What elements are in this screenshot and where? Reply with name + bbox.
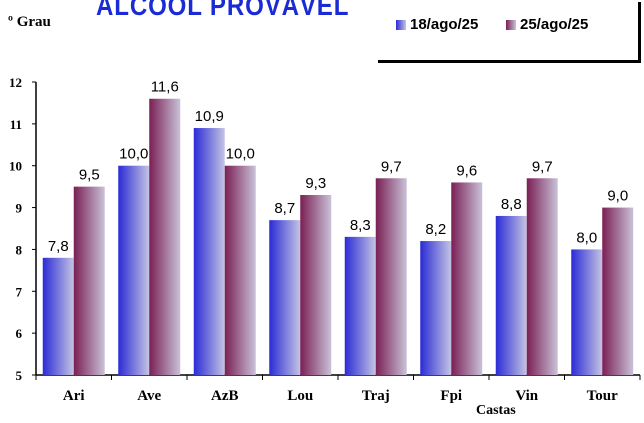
y-tick-label: 12 [9, 75, 22, 90]
data-label-series-2: 9,6 [456, 162, 477, 179]
data-label-series-1: 8,7 [274, 200, 295, 217]
y-tick-label: 11 [10, 117, 22, 132]
data-label-series-2: 9,7 [532, 158, 553, 175]
data-label-series-1: 8,3 [350, 217, 371, 234]
bar-series-2 [375, 178, 407, 375]
data-label-series-1: 7,8 [48, 238, 69, 255]
bar-series-2 [451, 182, 483, 375]
bar-series-2 [300, 195, 332, 375]
x-tick-label: AzB [211, 388, 239, 404]
bar-series-2 [224, 165, 256, 375]
bar-series-1 [495, 215, 527, 375]
legend-item-series-1: 18/ago/25 [396, 16, 478, 33]
bar-series-2 [149, 98, 181, 375]
data-label-series-1: 10,0 [119, 146, 148, 163]
y-axis-label: º Grau [8, 14, 51, 30]
x-tick-label: Fpi [440, 388, 462, 404]
bar-series-2 [526, 178, 558, 375]
legend-item-series-2: 25/ago/25 [506, 16, 588, 33]
data-label-series-1: 10,9 [195, 108, 224, 125]
legend-swatch-series-1 [396, 19, 406, 30]
legend-label-series-1: 18/ago/25 [410, 16, 479, 33]
y-tick-label: 5 [16, 368, 23, 383]
chart-title: ÁLCOOL PROVÁVEL [96, 0, 350, 21]
bar-series-1 [571, 249, 603, 375]
data-label-series-2: 10,0 [226, 146, 255, 163]
x-tick-label: Traj [362, 388, 390, 404]
legend-label-series-2: 25/ago/25 [520, 16, 589, 33]
bar-series-2 [73, 186, 105, 375]
y-tick-label: 7 [16, 284, 23, 299]
data-label-series-1: 8,8 [501, 196, 522, 213]
x-tick-label: Vin [515, 388, 538, 404]
y-tick-label: 6 [16, 326, 23, 341]
data-label-series-2: 9,5 [79, 167, 100, 184]
data-label-series-2: 9,0 [607, 188, 628, 205]
bar-series-1 [420, 241, 452, 375]
x-tick-label: Tour [587, 388, 618, 404]
y-tick-label: 9 [16, 201, 23, 216]
bar-series-1 [344, 236, 376, 375]
x-axis-label: Castas [476, 403, 516, 418]
bar-series-1 [42, 257, 74, 375]
bar-series-2 [602, 207, 634, 375]
data-label-series-1: 8,0 [576, 229, 597, 246]
x-tick-label: Lou [287, 388, 313, 404]
x-tick-label: Ave [137, 388, 161, 404]
bar-series-1 [118, 165, 150, 375]
y-tick-label: 10 [9, 159, 22, 174]
y-tick-label: 8 [16, 242, 23, 257]
data-label-series-1: 8,2 [425, 221, 446, 238]
data-label-series-2: 9,3 [305, 175, 326, 192]
data-label-series-2: 9,7 [381, 158, 402, 175]
bar-series-1 [193, 128, 225, 375]
bar-series-1 [269, 220, 301, 375]
legend: 18/ago/25 25/ago/25 [378, 2, 641, 63]
x-tick-label: Ari [63, 388, 85, 404]
legend-swatch-series-2 [506, 19, 516, 30]
data-label-series-2: 11,6 [151, 79, 179, 96]
